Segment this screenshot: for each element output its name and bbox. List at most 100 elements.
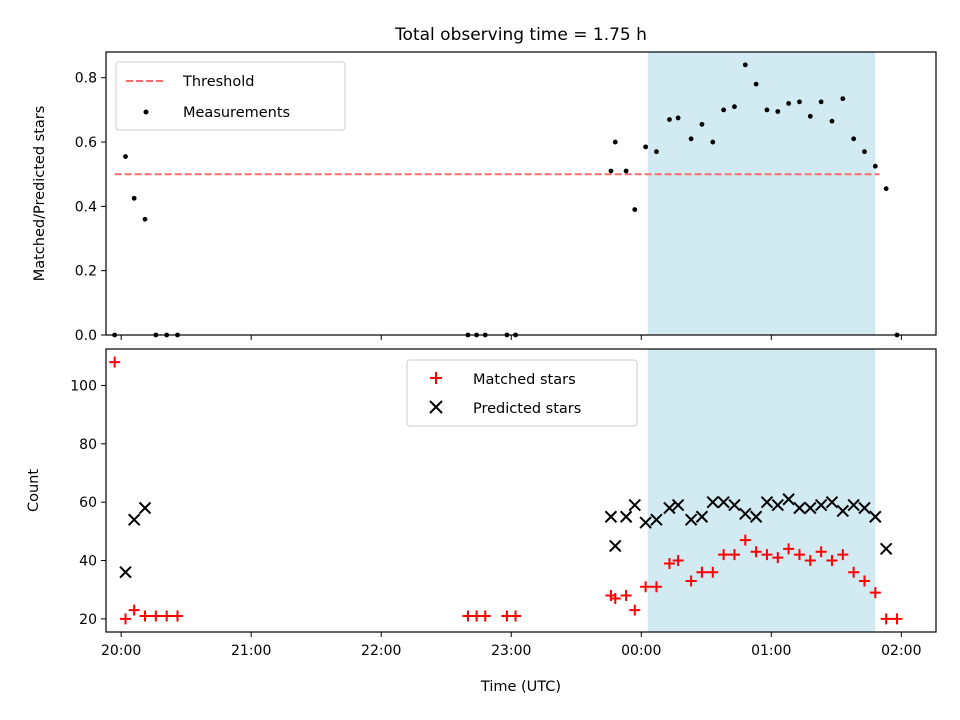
matched-star-point: [718, 549, 730, 561]
matched-star-point: [761, 549, 773, 561]
matched-star-point: [620, 590, 632, 602]
measurement-point: [818, 99, 824, 105]
matched-star-point: [826, 555, 838, 567]
measurement-point: [840, 96, 846, 102]
top-y-axis-label: Matched/Predicted stars: [32, 106, 48, 282]
matched-star-point: [640, 581, 652, 593]
predicted-star-point: [879, 542, 893, 556]
predicted-star-point: [604, 510, 618, 523]
matched-star-point: [707, 566, 719, 578]
legend-measurements-label: Measurements: [183, 105, 290, 121]
y-tick-label: 60: [79, 495, 97, 511]
predicted-star-point: [760, 495, 774, 509]
measurement-point: [764, 107, 770, 113]
matched-star-point: [772, 552, 784, 564]
y-tick-label: 0.4: [75, 199, 97, 215]
matched-star-point: [120, 613, 132, 625]
measurement-point: [675, 115, 681, 121]
y-tick-label: 80: [79, 437, 97, 453]
predicted-star-point: [706, 495, 719, 509]
legend-threshold-label: Threshold: [182, 74, 254, 90]
matched-star-point: [696, 566, 708, 578]
y-tick-label: 0.2: [75, 264, 97, 280]
predicted-star-point: [138, 501, 152, 515]
predicted-star-point: [127, 513, 141, 526]
matched-star-point: [783, 543, 795, 555]
x-tick-label: 22:00: [361, 643, 401, 659]
predicted-star-point: [119, 565, 132, 579]
matched-star-point: [880, 613, 892, 625]
predicted-star-point: [782, 493, 795, 506]
chart-title: Total observing time = 1.75 h: [394, 25, 647, 45]
measurement-point: [688, 136, 694, 142]
predicted-star-point: [695, 510, 709, 523]
matched-star-point: [848, 566, 860, 578]
predicted-star-point: [771, 498, 785, 512]
x-tick-label: 21:00: [231, 643, 271, 659]
measurement-point: [732, 104, 737, 110]
measurement-point: [851, 136, 857, 142]
measurement-point: [608, 168, 614, 174]
matched-star-point: [650, 581, 662, 593]
top-panel: 0.00.20.40.60.8 Matched/Predicted stars …: [32, 51, 937, 344]
measurement-point: [883, 186, 889, 192]
predicted-star-point: [671, 498, 685, 512]
matched-star-point: [804, 555, 816, 567]
matched-star-point: [663, 557, 675, 569]
measurement-point: [753, 81, 759, 87]
matched-star-point: [128, 604, 140, 616]
legend-matched-label: Matched stars: [473, 372, 576, 388]
y-tick-label: 40: [79, 554, 97, 570]
measurement-point: [807, 113, 813, 119]
measurement-point: [623, 168, 629, 174]
top-legend: Threshold Measurements: [115, 61, 346, 131]
y-tick-label: 0.6: [75, 135, 97, 151]
measurement-point: [142, 216, 148, 222]
measurement-point: [721, 107, 727, 113]
bottom-legend-box: [406, 359, 638, 427]
matched-star-point: [479, 610, 491, 622]
x-tick-label: 20:00: [101, 643, 141, 659]
predicted-star-point: [684, 513, 698, 526]
y-tick-label: 0.0: [75, 328, 97, 344]
x-tick-label: 23:00: [491, 643, 531, 659]
predicted-star-point: [793, 501, 806, 515]
x-tick-label: 00:00: [621, 643, 661, 659]
bottom-plot-frame: [105, 348, 937, 633]
top-legend-box: [115, 61, 346, 131]
matched-star-point: [891, 613, 903, 625]
matched-star-point: [139, 610, 151, 622]
x-axis-label: Time (UTC): [480, 679, 561, 695]
observing-window-shade: [647, 349, 876, 632]
legend-predicted-label: Predicted stars: [473, 401, 581, 417]
predicted-star-point: [749, 510, 763, 523]
matched-star-point: [815, 546, 827, 558]
bottom-legend: Matched stars Predicted stars: [406, 359, 638, 427]
predicted-star-point: [814, 498, 828, 512]
predicted-star-point: [804, 501, 817, 515]
matched-star-point: [728, 549, 740, 561]
matched-star-point: [869, 587, 881, 599]
matched-star-point: [750, 546, 762, 558]
y-tick-label: 100: [70, 378, 97, 394]
measurement-point: [786, 101, 792, 106]
bottom-panel: 20 40 60 80 100 20:00 21:00 22:00 23:00 00:00 01:…: [26, 348, 937, 695]
bottom-y-axis-label: Count: [26, 469, 42, 512]
measurement-point: [872, 163, 878, 169]
predicted-star-point: [639, 516, 652, 529]
x-tick-label: 02:00: [881, 643, 921, 659]
y-tick-label: 0.8: [75, 71, 97, 87]
matched-star-point: [161, 610, 173, 622]
y-tick-label: 20: [79, 612, 97, 628]
measurement-point: [699, 121, 705, 127]
matched-star-point: [672, 555, 684, 567]
legend-predicted-swatch: [429, 400, 443, 414]
measurement-point: [742, 62, 748, 68]
predicted-star-point: [717, 495, 730, 509]
measurement-point: [643, 144, 649, 150]
predicted-star-point: [858, 501, 871, 515]
matched-star-point: [685, 575, 697, 587]
measurement-point: [667, 117, 672, 122]
matched-star-point: [837, 549, 849, 561]
